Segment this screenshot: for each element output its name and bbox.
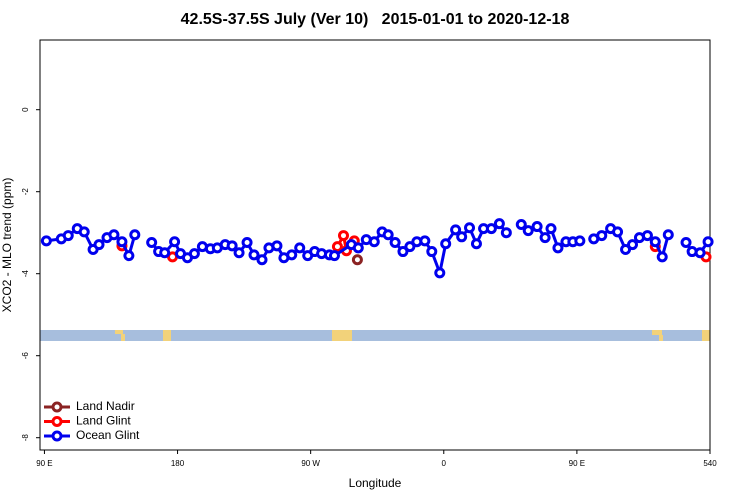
data-point — [93, 239, 105, 251]
y-tick-label: 0 — [21, 107, 30, 112]
data-point — [404, 241, 416, 253]
data-point — [649, 236, 661, 248]
land-patch — [332, 330, 352, 341]
data-point — [40, 235, 52, 247]
data-point — [493, 218, 505, 230]
data-point — [574, 235, 586, 247]
y-tick-label: -8 — [21, 434, 30, 442]
data-point — [545, 223, 557, 235]
data-point — [331, 241, 343, 253]
data-point — [641, 230, 653, 242]
x-tick-label: 90 E — [36, 459, 52, 468]
data-point — [78, 226, 90, 238]
data-point — [169, 236, 181, 248]
x-tick-label: 90 W — [301, 459, 320, 468]
x-axis-label: Longitude — [349, 476, 402, 490]
data-point — [337, 230, 349, 242]
legend-marker — [51, 401, 63, 413]
data-point — [552, 242, 564, 254]
data-point — [419, 235, 431, 247]
data-point — [368, 236, 380, 248]
surface-strip — [40, 330, 710, 341]
data-point — [351, 254, 363, 266]
data-point — [531, 221, 543, 233]
data-point — [440, 238, 452, 250]
data-point — [352, 242, 364, 254]
data-point — [328, 250, 340, 262]
legend-marker — [51, 416, 63, 427]
data-point — [389, 237, 401, 249]
data-point — [226, 240, 238, 252]
data-point — [702, 236, 714, 248]
data-point — [123, 250, 135, 262]
data-point — [656, 251, 668, 263]
data-point — [456, 231, 468, 243]
data-point — [662, 229, 674, 241]
data-point — [464, 222, 476, 234]
data-point — [694, 247, 706, 259]
data-point — [470, 238, 482, 250]
data-point — [241, 237, 253, 249]
data-point — [485, 223, 497, 235]
data-point — [248, 249, 260, 261]
land-patch — [659, 335, 663, 341]
y-tick-label: -2 — [21, 188, 30, 196]
data-point — [612, 226, 624, 238]
y-tick-label: -6 — [21, 352, 30, 360]
data-point — [116, 236, 128, 248]
x-tick-label: 0 — [442, 459, 447, 468]
data-point — [188, 248, 200, 260]
data-point — [382, 229, 394, 241]
data-point — [500, 227, 512, 239]
data-point — [271, 240, 283, 252]
data-point — [426, 246, 438, 258]
land-patch — [163, 330, 171, 341]
chart-title: 42.5S-37.5S July (Ver 10) 2015-01-01 to … — [181, 11, 570, 28]
data-point — [539, 232, 551, 244]
data-point — [108, 229, 120, 241]
data-point — [626, 239, 638, 251]
data-point — [397, 246, 409, 258]
data-point — [62, 230, 74, 242]
x-tick-label: 90 E — [569, 459, 585, 468]
data-point — [294, 242, 306, 254]
data-point — [450, 224, 462, 236]
y-tick-label: -4 — [21, 270, 30, 278]
data-point — [522, 225, 534, 237]
data-point — [256, 254, 268, 266]
legend-label: Land Glint — [76, 414, 131, 428]
data-point — [620, 244, 632, 256]
legend-label: Land Nadir — [76, 399, 135, 413]
land-patch — [115, 330, 123, 334]
land-patch — [121, 334, 125, 341]
land-patch — [702, 330, 710, 341]
x-tick-label: 540 — [703, 459, 717, 468]
data-point — [233, 247, 245, 259]
data-point — [596, 230, 608, 242]
x-tick-label: 180 — [171, 459, 185, 468]
data-point — [159, 247, 171, 259]
y-axis-label: XCO2 - MLO trend (ppm) — [0, 178, 14, 313]
legend-label: Ocean Glint — [76, 428, 140, 442]
data-point — [680, 237, 692, 249]
land-patch — [652, 330, 662, 335]
data-point — [129, 229, 141, 241]
data-point — [434, 267, 446, 279]
ocean-strip — [40, 330, 710, 341]
legend-marker — [51, 430, 63, 442]
data-point — [146, 237, 158, 249]
data-point — [286, 249, 298, 261]
data-point — [515, 219, 527, 230]
